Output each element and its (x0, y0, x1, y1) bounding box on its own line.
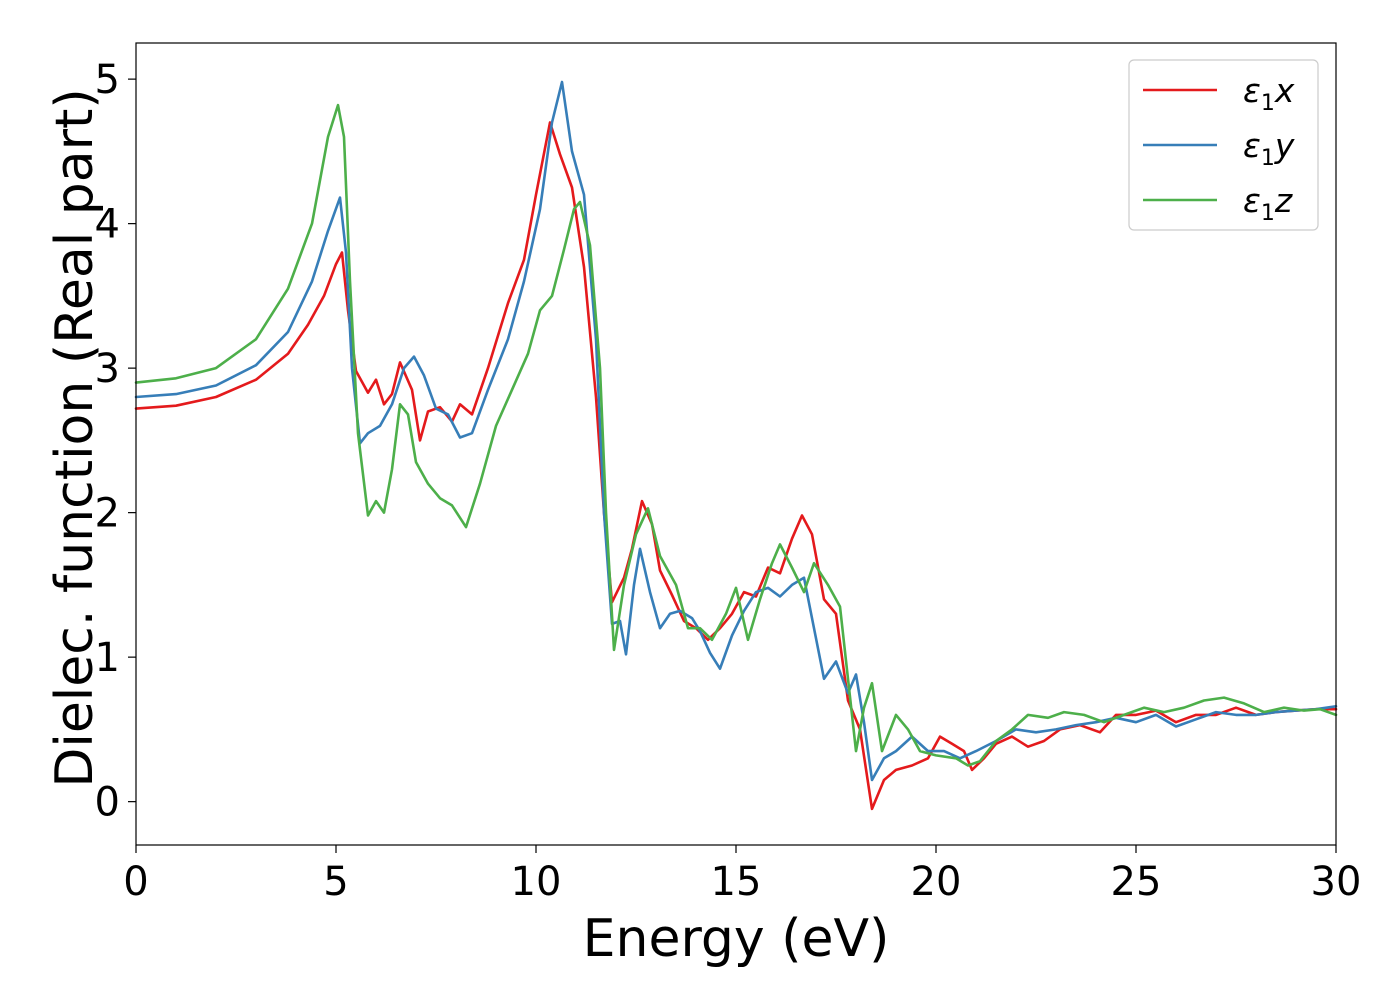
legend-label-subscript: 1 (1261, 201, 1275, 226)
legend-entry-z: ε1z (1143, 181, 1293, 226)
y-tick-label: 3 (95, 346, 120, 392)
legend-label-variable: x (1274, 71, 1295, 110)
legend-label-variable: y (1274, 126, 1295, 165)
legend-label-subscript: 1 (1261, 91, 1275, 116)
y-axis: 0 1 2 3 4 5 (95, 57, 136, 826)
series-line-z (134, 103, 1338, 767)
legend-label-base: ε (1243, 126, 1261, 165)
x-tick-label: 5 (323, 859, 348, 905)
y-tick-label: 4 (95, 202, 120, 248)
legend-label: ε1x (1243, 71, 1295, 116)
legend-label-base: ε (1243, 181, 1261, 220)
y-tick-label: 1 (95, 635, 120, 681)
x-axis: 0 5 10 15 20 25 30 (123, 845, 1361, 905)
x-axis-label: Energy (eV) (583, 909, 890, 969)
x-tick-label: 10 (511, 859, 562, 905)
legend-label-base: ε (1243, 71, 1261, 110)
y-axis-label: Dielec. function (Real part) (45, 88, 105, 787)
legend-entry-x: ε1x (1143, 71, 1295, 116)
series-layer (134, 80, 1338, 811)
x-tick-label: 25 (1111, 859, 1162, 905)
x-tick-label: 0 (123, 859, 148, 905)
y-tick-label: 0 (95, 780, 120, 826)
x-tick-label: 15 (711, 859, 762, 905)
y-tick-label: 5 (95, 57, 120, 103)
x-tick-label: 20 (911, 859, 962, 905)
legend-label-subscript: 1 (1261, 146, 1275, 171)
x-tick-label: 30 (1311, 859, 1362, 905)
y-tick-label: 2 (95, 491, 120, 537)
legend-label: ε1y (1243, 126, 1295, 171)
series-line-y (134, 80, 1338, 782)
legend-label: ε1z (1243, 181, 1293, 226)
legend-entry-y: ε1y (1143, 126, 1295, 171)
legend-label-variable: z (1274, 181, 1293, 220)
legend-box (1128, 59, 1319, 231)
